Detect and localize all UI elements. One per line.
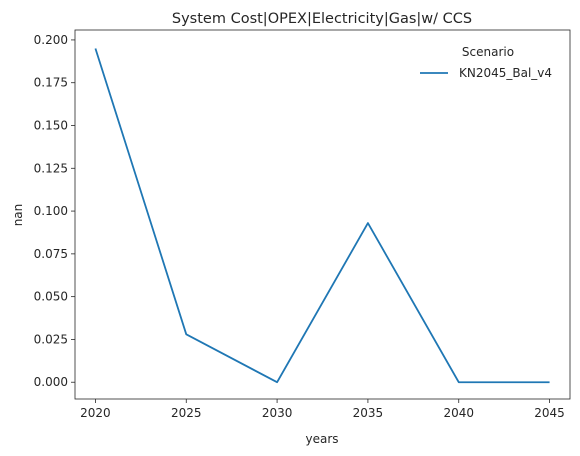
y-tick-label: 0.100 [34,204,68,218]
y-tick-label: 0.175 [34,76,68,90]
y-tick-label: 0.025 [34,332,68,346]
legend: Scenario KN2045_Bal_v4 [420,45,552,80]
x-axis: 2020 2025 2030 2035 2040 2045 [80,399,565,420]
legend-title: Scenario [462,45,514,59]
plot-area [94,48,550,384]
x-tick-label: 2035 [353,406,384,420]
x-axis-label: years [305,432,338,446]
y-tick-label: 0.200 [34,33,68,47]
x-tick-label: 2030 [262,406,293,420]
legend-entry-label: KN2045_Bal_v4 [459,66,552,80]
chart-title: System Cost|OPEX|Electricity|Gas|w/ CCS [172,11,472,27]
y-axis-label: nan [11,204,25,227]
x-tick-label: 2040 [443,406,474,420]
y-tick-label: 0.000 [34,375,68,389]
y-tick-label: 0.150 [34,119,68,133]
series-line [94,48,550,384]
x-tick-label: 2045 [534,406,565,420]
y-tick-label: 0.075 [34,247,68,261]
y-axis: 0.000 0.025 0.050 0.075 0.100 0.125 0.150 0.175… [34,33,75,389]
plot-frame [74,29,571,400]
y-tick-label: 0.050 [34,290,68,304]
x-tick-label: 2020 [80,406,111,420]
x-tick-label: 2025 [171,406,202,420]
y-tick-label: 0.125 [34,161,68,175]
